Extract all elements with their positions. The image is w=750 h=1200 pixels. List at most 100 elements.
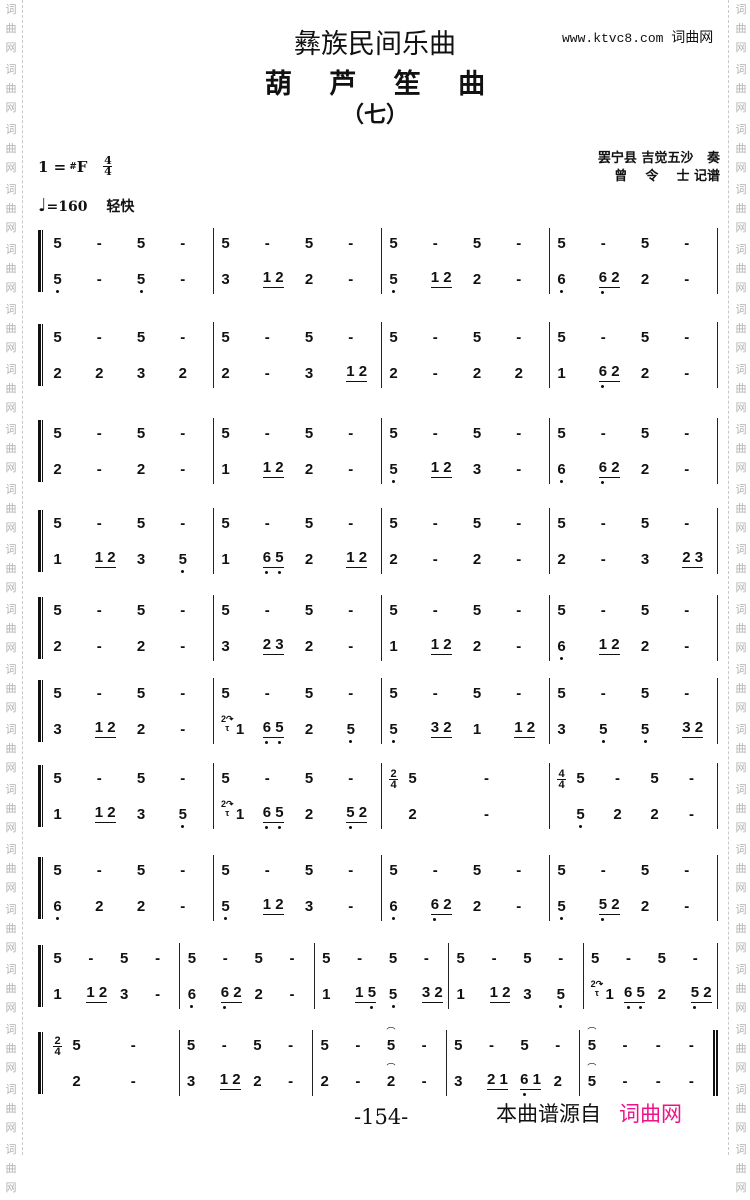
measure: 5 - 5 - 6 2 2 -: [46, 855, 214, 921]
underlined-group: 6 2: [430, 897, 452, 921]
dash: -: [289, 949, 295, 967]
dash: -: [688, 1072, 694, 1090]
beat: -: [256, 329, 298, 346]
dash: -: [96, 861, 102, 879]
beat: -: [171, 235, 213, 252]
underlined-group: 6 5: [623, 985, 645, 1009]
note: 2: [472, 550, 482, 568]
beat: -: [339, 862, 381, 879]
beat: 1 2: [424, 637, 466, 655]
beat: 3: [466, 461, 508, 478]
dash: -: [264, 424, 270, 442]
underlined-group: 1 2: [514, 720, 536, 738]
measure-parts: 5 - 5 - 2 - 2 -: [46, 418, 213, 484]
note: 2: [95, 364, 104, 382]
note: 5: [456, 949, 465, 967]
watermark-char: 词: [5, 903, 17, 916]
beat: 2: [247, 986, 280, 1003]
dash: -: [96, 637, 102, 655]
note: 5: [389, 601, 398, 619]
dash: -: [180, 514, 186, 532]
note: 2: [408, 805, 417, 823]
watermark-char: 词: [5, 483, 17, 496]
note: 1: [53, 550, 62, 568]
underlined-group: 6 5: [262, 720, 284, 744]
note: 5: [587, 1025, 596, 1054]
beat: 5: [634, 721, 676, 743]
tempo-marking: ♩=160 轻快: [38, 195, 134, 216]
note: 2: [304, 720, 314, 738]
dash: -: [348, 684, 354, 702]
beat: 3: [298, 365, 340, 382]
watermark-char: 网: [735, 41, 747, 54]
note: 5: [253, 1036, 262, 1054]
beat: 1 2: [339, 550, 381, 568]
measure: 5 - 5 - 2 - 2 -: [46, 418, 214, 484]
watermark-char: 网: [5, 281, 17, 294]
watermark-char: 曲: [5, 802, 17, 815]
dash: -: [348, 270, 354, 288]
beat: -: [675, 685, 717, 702]
upper-part: 5 - 5 -: [315, 947, 448, 969]
right-watermark: 词曲网词曲网词曲网词曲网词曲网词曲网词曲网词曲网词曲网词曲网词曲网词曲网词曲网词…: [732, 0, 750, 1200]
beat: -: [680, 806, 717, 823]
dash: -: [264, 601, 270, 619]
note: 3: [472, 460, 482, 478]
beat: 5: [46, 515, 88, 532]
note: 5: [136, 684, 146, 702]
note: 1: [53, 805, 62, 823]
watermark-char: 曲: [5, 22, 17, 35]
beat: -: [592, 515, 634, 532]
dash: -: [516, 550, 522, 568]
note: 2: [657, 985, 667, 1003]
dash: -: [222, 949, 228, 967]
beat: 5: [46, 950, 79, 967]
watermark-char: 曲: [5, 82, 17, 95]
beat: 5: [246, 1037, 279, 1054]
beat: -: [171, 721, 213, 738]
beat: -: [339, 235, 381, 252]
upper-part: 5 - 5 -: [550, 682, 717, 704]
dash: -: [348, 861, 354, 879]
lower-part: 2 2 3 2: [46, 362, 213, 384]
beat: 6: [550, 461, 592, 483]
note: 6: [520, 1071, 529, 1096]
beat: -: [507, 425, 549, 442]
note: 1: [456, 985, 465, 1003]
watermark-char: 曲: [5, 922, 17, 935]
note: 5: [472, 328, 482, 346]
beat: 5: [180, 950, 213, 967]
beat: 1 5: [348, 985, 381, 1009]
beat: 2: [634, 365, 676, 382]
watermark-char: 网: [735, 341, 747, 354]
watermark-char: 曲: [5, 202, 17, 215]
quarter-note-icon: ♩: [38, 195, 47, 216]
watermark-char: 词: [735, 1143, 747, 1156]
underlined-group: 5 2: [598, 897, 620, 921]
beat: 5: [214, 602, 256, 619]
grace-ornament-icon: 2↷ τ: [221, 713, 234, 733]
watermark-char: 曲: [735, 142, 747, 155]
upper-part: 5 - 5 -: [46, 422, 213, 444]
lower-part: 5 - 5 -: [46, 268, 213, 293]
note: 5: [408, 769, 417, 787]
dash: -: [432, 550, 438, 568]
beat: -: [675, 235, 717, 252]
watermark-char: 词: [735, 663, 747, 676]
beat: 2: [298, 271, 340, 288]
beat: 5: [315, 950, 348, 967]
beat: 2: [507, 365, 549, 382]
dash: -: [684, 684, 690, 702]
watermark-char: 网: [5, 401, 17, 414]
beat: -: [339, 461, 381, 478]
watermark-char: 网: [5, 881, 17, 894]
system-bracket: [36, 418, 46, 484]
